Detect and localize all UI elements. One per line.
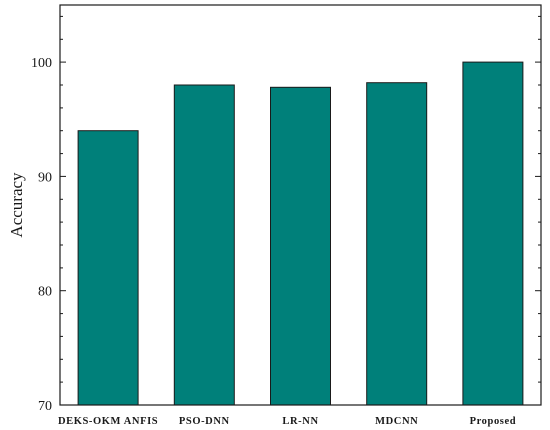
bar-pso-dnn <box>173 84 235 406</box>
y-tick-group: 70 80 90 100 <box>31 15 541 414</box>
bar-deks-okm-anfis <box>77 130 139 406</box>
bar-mdcnn <box>366 82 428 406</box>
x-tick-label: Proposed <box>470 416 517 427</box>
bar-lr-nn <box>270 86 331 406</box>
bar-group <box>77 61 524 406</box>
x-tick-label: DEKS-OKM ANFIS <box>58 416 158 427</box>
x-tick-label: MDCNN <box>375 416 418 427</box>
bar-proposed <box>462 61 524 406</box>
y-tick-label: 100 <box>31 56 52 71</box>
y-tick-label: 80 <box>38 285 52 300</box>
x-tick-label: LR-NN <box>282 416 318 427</box>
y-tick-label: 90 <box>38 170 52 185</box>
plot-frame <box>59 4 542 406</box>
y-tick-label: 70 <box>38 399 52 414</box>
x-category-labels: DEKS-OKM ANFIS PSO-DNN LR-NN MDCNN Proposed <box>58 416 516 427</box>
x-tick-label: PSO-DNN <box>179 416 230 427</box>
y-axis-title: Accuracy <box>7 172 26 238</box>
